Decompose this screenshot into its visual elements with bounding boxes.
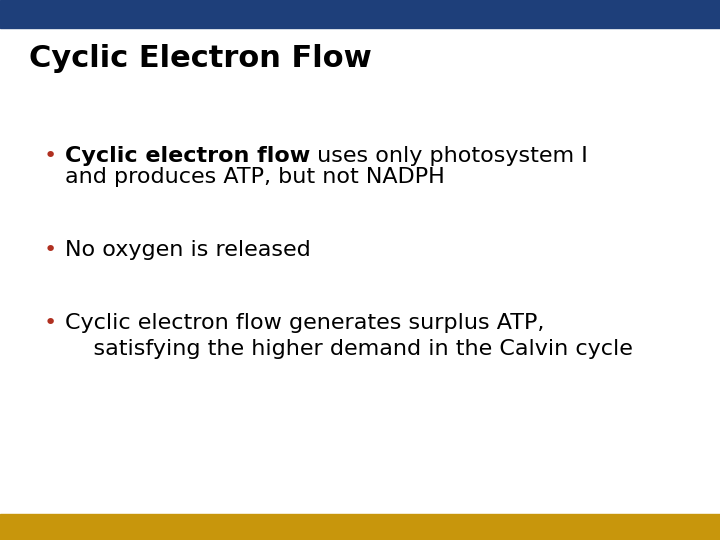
Text: Cyclic Electron Flow: Cyclic Electron Flow — [29, 44, 372, 73]
Text: Cyclic electron flow: Cyclic electron flow — [65, 146, 310, 166]
Text: No oxygen is released: No oxygen is released — [65, 240, 310, 260]
Text: © 2011 Pearson Education, Inc.: © 2011 Pearson Education, Inc. — [18, 522, 195, 532]
Text: •: • — [43, 146, 56, 166]
Text: uses only photosystem I: uses only photosystem I — [310, 146, 588, 166]
Text: •: • — [43, 240, 56, 260]
Text: and produces ATP, but not NADPH: and produces ATP, but not NADPH — [65, 167, 444, 187]
Text: •: • — [43, 313, 56, 333]
Text: Cyclic electron flow generates surplus ATP,
    satisfying the higher demand in : Cyclic electron flow generates surplus A… — [65, 313, 633, 359]
